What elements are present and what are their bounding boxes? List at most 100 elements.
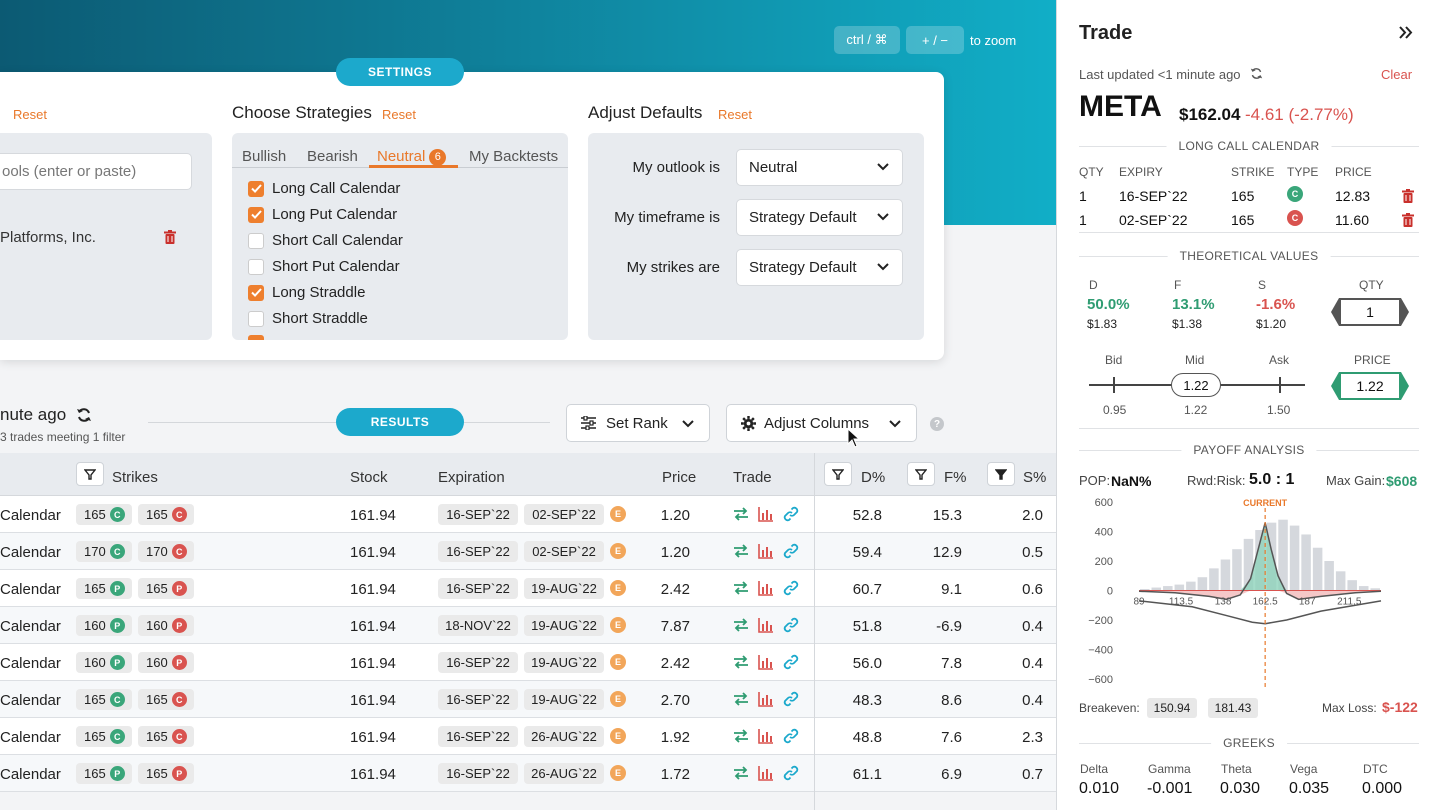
defaults-reset-link[interactable]: Reset: [718, 107, 752, 122]
column-d-pct[interactable]: D%: [861, 469, 886, 486]
trade-swap-icon[interactable]: [732, 764, 750, 782]
link-icon[interactable]: [782, 690, 800, 708]
strategy-option[interactable]: Short Put Calendar: [248, 258, 400, 275]
current-label: CURRENT: [1243, 498, 1288, 508]
checkbox-unchecked[interactable]: [248, 310, 264, 327]
filter-icon: [84, 468, 96, 480]
table-row[interactable]: Calendar 165 P 165 P 161.94 16-SEP`22 26-AUG`22…: [0, 755, 1056, 792]
link-icon[interactable]: [782, 505, 800, 523]
trade-swap-icon[interactable]: [732, 616, 750, 634]
payoff-chart[interactable]: CURRENT 600 400 200 0 −200 −400 −600 89 113.5 138 1…: [1071, 492, 1401, 688]
symbols-reset-link[interactable]: Reset: [13, 107, 47, 122]
checkbox-checked[interactable]: [248, 284, 264, 301]
checkbox-checked[interactable]: [248, 206, 264, 223]
qty-increment[interactable]: [1401, 298, 1409, 326]
qty-input[interactable]: 1: [1339, 298, 1401, 326]
settings-pill[interactable]: SETTINGS: [336, 58, 464, 86]
refresh-icon[interactable]: [76, 407, 92, 423]
strategies-reset-link[interactable]: Reset: [382, 107, 416, 122]
strategy-option[interactable]: Short Straddle: [248, 310, 368, 327]
greek-value: 0.035: [1289, 780, 1330, 797]
symbols-input[interactable]: ools (enter or paste): [0, 153, 192, 190]
table-row[interactable]: Calendar 165 C 165 C 161.94 16-SEP`22 02-SEP`22…: [0, 496, 1056, 533]
trade-swap-icon[interactable]: [732, 727, 750, 745]
link-icon[interactable]: [782, 653, 800, 671]
trade-swap-icon[interactable]: [732, 505, 750, 523]
tab-bullish[interactable]: Bullish: [242, 148, 287, 165]
s-filter-button[interactable]: [987, 462, 1015, 486]
trade-swap-icon[interactable]: [732, 542, 750, 560]
tab-bearish[interactable]: Bearish: [307, 148, 358, 165]
table-row[interactable]: Calendar 160 P 160 P 161.94 18-NOV`22 19-AUG`22…: [0, 607, 1056, 644]
price-input[interactable]: 1.22: [1339, 372, 1401, 400]
collapse-panel-icon[interactable]: [1399, 26, 1413, 39]
adjust-columns-button[interactable]: Adjust Columns: [726, 404, 917, 442]
link-icon[interactable]: [782, 542, 800, 560]
mid-slider-handle[interactable]: 1.22: [1171, 373, 1221, 397]
table-row[interactable]: Calendar 170 C 170 C 161.94 16-SEP`22 02-SEP`22…: [0, 533, 1056, 570]
refresh-icon[interactable]: [1250, 67, 1263, 80]
tab-my-backtests[interactable]: My Backtests: [469, 148, 559, 165]
column-trade[interactable]: Trade: [733, 469, 772, 486]
trade-swap-icon[interactable]: [732, 579, 750, 597]
results-pill[interactable]: RESULTS: [336, 408, 464, 436]
chart-icon[interactable]: [757, 542, 775, 560]
strategy-option[interactable]: Long Straddle: [248, 284, 365, 301]
d-pct-cell: 59.4: [852, 544, 882, 561]
help-icon[interactable]: ?: [930, 417, 944, 431]
checkbox-unchecked[interactable]: [248, 232, 264, 249]
link-icon[interactable]: [782, 764, 800, 782]
greeks-title: GREEKS: [1211, 736, 1287, 750]
checkbox-unchecked[interactable]: [248, 258, 264, 275]
probability-bar: [1358, 586, 1369, 591]
strikes-select[interactable]: Strategy Default: [736, 249, 903, 286]
chart-icon[interactable]: [757, 727, 775, 745]
qty-decrement[interactable]: [1331, 298, 1339, 326]
chart-icon[interactable]: [757, 505, 775, 523]
trash-icon[interactable]: [1402, 189, 1414, 203]
set-rank-button[interactable]: Set Rank: [566, 404, 710, 442]
checkbox-checked[interactable]: [248, 180, 264, 197]
chart-icon[interactable]: [757, 579, 775, 597]
table-row[interactable]: Calendar 160 P 160 P 161.94 16-SEP`22 19-AUG`22…: [0, 644, 1056, 681]
option-type-badge: C: [109, 692, 125, 707]
strategy-option[interactable]: Long Put Calendar: [248, 206, 397, 223]
column-stock[interactable]: Stock: [350, 469, 388, 486]
clear-button[interactable]: Clear: [1381, 67, 1413, 82]
check-icon: [250, 210, 262, 219]
link-icon[interactable]: [782, 727, 800, 745]
column-expiration[interactable]: Expiration: [438, 469, 505, 486]
column-f-pct[interactable]: F%: [944, 469, 967, 486]
trade-swap-icon[interactable]: [732, 690, 750, 708]
max-loss-label: Max Loss:: [1322, 701, 1377, 715]
legs-header-type: TYPE: [1287, 165, 1319, 179]
timeframe-select[interactable]: Strategy Default: [736, 199, 903, 236]
link-icon[interactable]: [782, 616, 800, 634]
trash-icon[interactable]: [164, 230, 176, 244]
table-row[interactable]: Calendar 165 C 165 C 161.94 16-SEP`22 26-AUG`22…: [0, 718, 1056, 755]
column-strikes[interactable]: Strikes: [112, 469, 158, 486]
link-icon[interactable]: [782, 579, 800, 597]
f-pct-cell: 12.9: [932, 544, 962, 561]
strikes-filter-button[interactable]: [76, 462, 104, 486]
d-filter-button[interactable]: [824, 462, 852, 486]
f-filter-button[interactable]: [907, 462, 935, 486]
trade-swap-icon[interactable]: [732, 653, 750, 671]
chart-icon[interactable]: [757, 616, 775, 634]
price-decrement[interactable]: [1331, 372, 1339, 400]
strategy-option[interactable]: Short Call Calendar: [248, 232, 403, 249]
chart-icon[interactable]: [757, 653, 775, 671]
trash-icon[interactable]: [1402, 213, 1414, 227]
strike-chip: 170 C: [76, 541, 132, 562]
column-price[interactable]: Price: [662, 469, 697, 486]
outlook-select[interactable]: Neutral: [736, 149, 903, 186]
tab-neutral[interactable]: Neutral 6: [377, 148, 447, 166]
strategy-option[interactable]: Long Call Calendar: [248, 180, 400, 197]
table-row[interactable]: Calendar 165 C 165 C 161.94 16-SEP`22 19-AUG`22…: [0, 681, 1056, 718]
price-increment[interactable]: [1401, 372, 1409, 400]
table-row[interactable]: Calendar 165 P 165 P 161.94 16-SEP`22 19-AUG`22…: [0, 570, 1056, 607]
probability-bar: [1301, 534, 1311, 591]
chart-icon[interactable]: [757, 764, 775, 782]
column-s-pct[interactable]: S%: [1023, 469, 1047, 486]
chart-icon[interactable]: [757, 690, 775, 708]
